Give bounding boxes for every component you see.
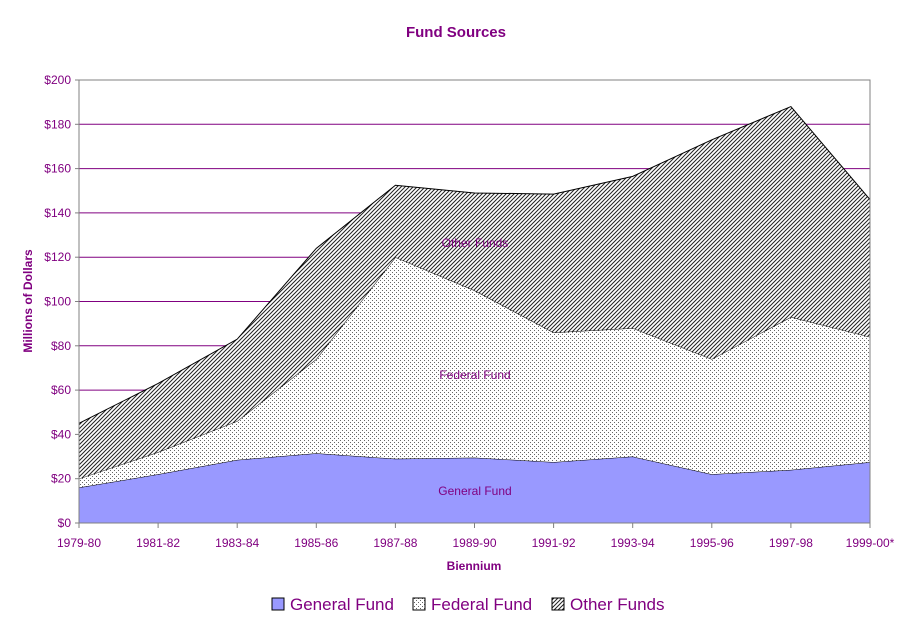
y-axis-title: Millions of Dollars [21,249,35,353]
x-tick-label: 1983-84 [215,536,259,550]
area-other-funds [79,106,870,479]
x-axis-title: Biennium [447,559,502,573]
chart-title: Fund Sources [406,24,506,41]
x-tick-label: 1985-86 [294,536,338,550]
x-tick-label: 1987-88 [373,536,417,550]
annotation-other-funds: Other Funds [442,236,509,250]
y-tick-label: $160 [44,162,71,176]
area-general-fund [79,453,870,523]
x-tick-label: 1989-90 [452,536,496,550]
annotation-general-fund: General Fund [438,484,511,498]
x-tick-label: 1979-80 [57,536,101,550]
legend-label-other-funds: Other Funds [570,595,665,614]
line-other-funds [78,105,871,424]
y-tick-label: $60 [51,383,71,397]
x-tick-label: 1981-82 [136,536,180,550]
stacked-areas [78,105,871,523]
y-tick-label: $180 [44,117,71,131]
legend-label-general-fund: General Fund [290,595,394,614]
x-tick-label: 1991-92 [532,536,576,550]
y-tick-label: $40 [51,427,71,441]
y-tick-label: $120 [44,250,71,264]
y-tick-label: $140 [44,206,71,220]
x-tick-label: 1993-94 [611,536,655,550]
legend-swatch-other-funds [551,597,565,611]
x-tick-label: 1999-00* [846,536,895,550]
y-axis-ticks: $0 $20 $40 $60 $80 $100 $120 $140 $160 $180 $200 [44,73,79,530]
area-federal-fund [79,257,870,488]
annotation-federal-fund: Federal Fund [439,368,510,382]
y-tick-label: $100 [44,295,71,309]
x-tick-label: 1997-98 [769,536,813,550]
legend-swatch-federal-fund [412,597,426,611]
legend-label-federal-fund: Federal Fund [431,595,532,614]
y-tick-label: $200 [44,73,71,87]
legend: General Fund Federal Fund Other Funds [271,595,665,614]
x-axis-ticks: 1979-80 1981-82 1983-84 1985-86 1987-88 1989-… [57,523,895,550]
y-tick-label: $80 [51,339,71,353]
x-tick-label: 1995-96 [690,536,734,550]
y-tick-label: $20 [51,472,71,486]
y-tick-label: $0 [58,516,72,530]
legend-swatch-general-fund [271,597,285,611]
